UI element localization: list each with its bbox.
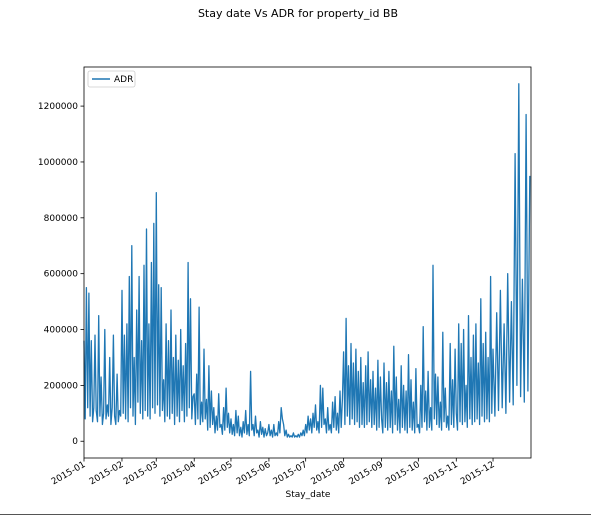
y-tick-label: 400000	[44, 326, 79, 336]
x-tick-label: 2015-08	[310, 460, 348, 488]
y-tick-label: 200000	[44, 381, 79, 391]
x-tick-label: 2015-07	[272, 460, 310, 487]
plot-area	[84, 84, 530, 437]
y-tick-label: 0	[72, 437, 78, 447]
x-axis-label: Stay_date	[286, 490, 331, 500]
x-tick-label: 2015-02	[88, 460, 126, 487]
x-tick-label: 2015-10	[384, 460, 422, 488]
x-tick-label: 2015-04	[160, 460, 198, 488]
y-tick-label: 1200000	[38, 102, 78, 112]
legend-label-adr: ADR	[114, 75, 133, 85]
series-line-adr	[84, 84, 530, 437]
x-tick-label: 2015-09	[348, 460, 386, 488]
y-tick-label: 600000	[44, 270, 79, 280]
x-tick-label: 2015-01	[50, 460, 88, 487]
x-tick-label: 2015-05	[197, 460, 235, 487]
x-tick-label: 2015-03	[122, 460, 160, 487]
x-tick-label: 2015-11	[422, 460, 460, 487]
y-tick-label: 1000000	[38, 158, 78, 168]
bottom-divider	[0, 514, 591, 515]
legend: ADR	[88, 71, 135, 87]
x-tick-label: 2015-06	[235, 460, 273, 488]
chart-title: Stay date Vs ADR for property_id BB	[198, 7, 398, 20]
y-axis: 0 200000 400000 600000 800000 1000000 1200000	[38, 102, 84, 447]
y-tick-label: 800000	[44, 214, 79, 224]
x-tick-label: 2015-12	[459, 460, 497, 487]
